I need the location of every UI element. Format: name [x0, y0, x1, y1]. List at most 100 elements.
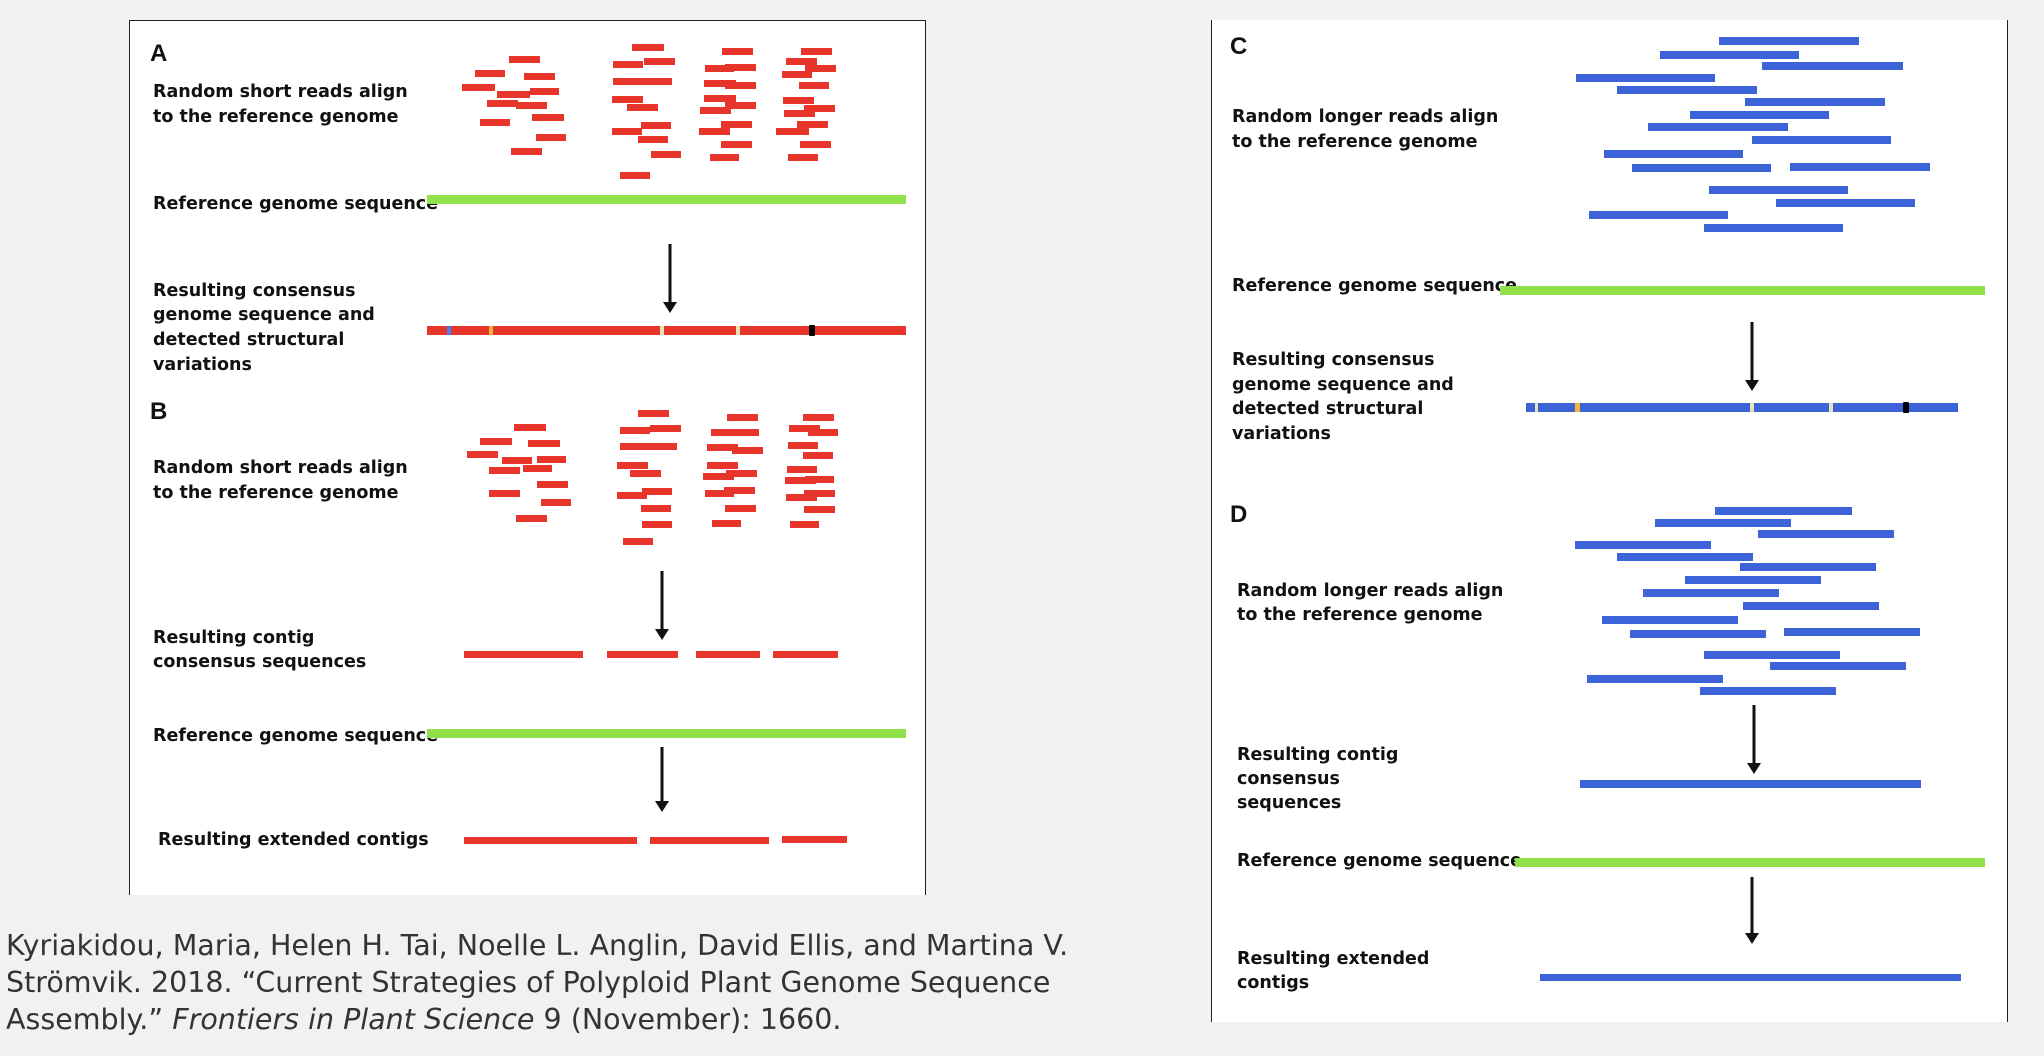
short-read — [620, 443, 650, 450]
short-read — [467, 451, 498, 458]
panel-a-consensus-label-2: genome sequence and — [153, 305, 375, 325]
short-read — [487, 100, 518, 107]
short-read — [711, 429, 742, 436]
short-read — [524, 73, 555, 80]
panel-a-variation-marker — [736, 326, 740, 335]
short-read — [516, 515, 547, 522]
short-read — [788, 154, 818, 161]
long-read — [1704, 224, 1843, 232]
short-read — [627, 104, 658, 111]
extended-contig — [464, 837, 637, 844]
panel-b-contig-label-2: consensus sequences — [153, 652, 366, 672]
long-read — [1576, 74, 1715, 82]
short-read — [480, 438, 512, 445]
short-read — [644, 58, 675, 65]
long-read — [1604, 150, 1743, 158]
panel-a-letter: A — [150, 40, 167, 67]
long-read — [1790, 163, 1930, 171]
short-read — [699, 128, 730, 135]
short-read — [782, 71, 812, 78]
short-read — [632, 44, 664, 51]
short-read — [638, 136, 668, 143]
long-read — [1589, 211, 1728, 219]
short-read — [707, 444, 738, 451]
contig — [607, 651, 678, 658]
long-read — [1575, 541, 1711, 549]
extended-contig — [782, 836, 847, 843]
panel-b-arrow-2 — [655, 747, 669, 812]
short-read — [475, 70, 505, 77]
short-read — [613, 78, 646, 85]
contig — [464, 651, 583, 658]
short-read — [480, 119, 510, 126]
short-read — [727, 414, 758, 421]
long-read — [1770, 662, 1906, 670]
extended-contig — [650, 837, 769, 844]
panel-b-extended-label: Resulting extended contigs — [158, 830, 429, 850]
short-read — [511, 148, 542, 155]
panel-a-short-reads — [462, 44, 836, 179]
panel-c-letter: C — [1230, 33, 1247, 60]
short-read — [788, 442, 818, 449]
short-read — [523, 465, 552, 472]
panel-c-consensus-label-1: Resulting consensus — [1232, 350, 1435, 370]
short-read — [612, 96, 643, 103]
long-read — [1655, 519, 1791, 527]
panel-a-reference-sequence — [427, 195, 906, 204]
short-read — [721, 141, 752, 148]
short-read — [725, 64, 756, 71]
panel-c-reads-label-1: Random longer reads align — [1232, 107, 1498, 127]
panel-a-arrow — [663, 244, 677, 313]
short-read — [630, 470, 661, 477]
short-read — [805, 476, 834, 483]
long-read-assembly-diagram: C Random longer reads align to the refer… — [1230, 33, 1985, 993]
long-read — [1709, 186, 1848, 194]
panel-d-extended-label-1: Resulting extended — [1237, 949, 1429, 969]
short-read — [722, 48, 753, 55]
short-read — [724, 487, 755, 494]
panel-d-letter: D — [1230, 501, 1247, 528]
panel-d-reference-sequence — [1515, 858, 1985, 867]
citation-details: 9 (November): 1660. — [543, 1003, 842, 1036]
long-read — [1685, 576, 1821, 584]
long-read — [1784, 628, 1920, 636]
short-read — [801, 48, 832, 55]
panel-c-consensus-sequence — [1526, 403, 1958, 412]
short-read — [541, 499, 571, 506]
short-read — [514, 424, 546, 431]
short-read — [728, 429, 759, 436]
panel-c-variation-marker — [1575, 403, 1580, 412]
long-read — [1632, 164, 1771, 172]
panel-a-reads-label-2: to the reference genome — [153, 107, 399, 127]
short-read — [721, 121, 752, 128]
panel-a-consensus-label-1: Resulting consensus — [153, 281, 356, 301]
short-read — [786, 494, 817, 501]
short-read — [707, 462, 738, 469]
long-read — [1715, 507, 1852, 515]
panel-b-reads-label-2: to the reference genome — [153, 483, 399, 503]
short-read — [786, 58, 817, 65]
short-read — [651, 151, 681, 158]
long-read — [1752, 136, 1891, 144]
short-read — [638, 410, 669, 417]
short-read-assembly-diagram: A Random short reads align to the refere… — [150, 40, 906, 850]
panel-b-arrow-1 — [655, 571, 669, 640]
short-read — [726, 470, 757, 477]
figure-long-reads: C Random longer reads align to the refer… — [1211, 20, 2008, 1022]
panel-c-variation-marker — [1903, 402, 1909, 413]
panel-b-contig-sequences — [464, 651, 838, 658]
panel-d-contig-label-2: consensus — [1237, 769, 1340, 789]
short-read — [783, 97, 814, 104]
short-read — [725, 82, 756, 89]
long-read — [1719, 37, 1859, 45]
short-read — [612, 128, 642, 135]
short-read — [800, 141, 831, 148]
short-read — [623, 538, 653, 545]
panel-c-arrow — [1745, 322, 1759, 391]
short-read — [805, 65, 836, 72]
panel-c-reference-label: Reference genome sequence — [1232, 276, 1517, 296]
panel-a-reads-label-1: Random short reads align — [153, 82, 408, 102]
short-read — [532, 114, 564, 121]
panel-c-variation-marker — [1829, 403, 1833, 412]
panel-d-contig-sequence — [1580, 780, 1921, 788]
